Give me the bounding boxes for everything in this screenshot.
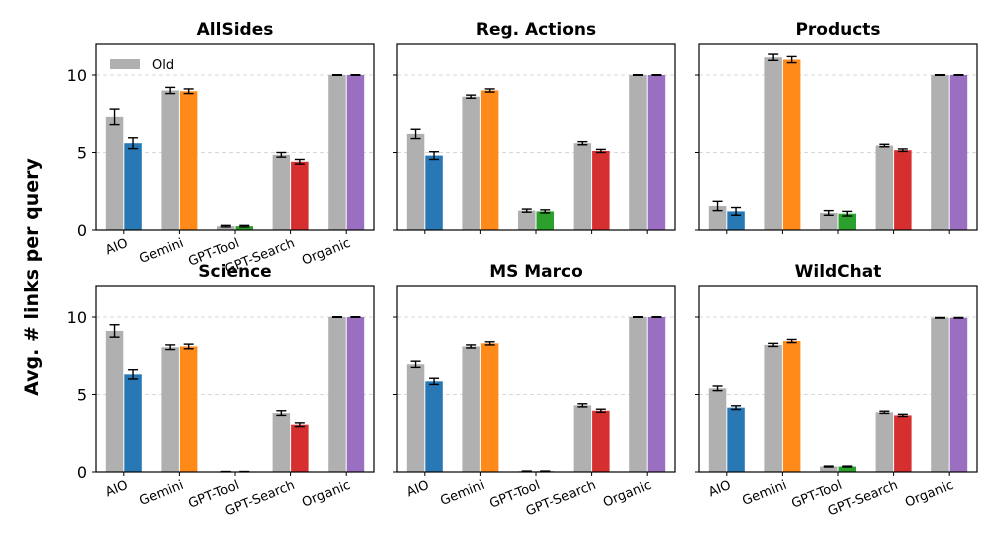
bar-new-gemini [179, 346, 198, 472]
bar-new-gemini [480, 90, 499, 230]
panel-title: AllSides [197, 20, 274, 40]
bar-new-aio [727, 407, 745, 472]
y-tick-label: 10 [67, 308, 87, 327]
bar-new-aio [124, 374, 142, 472]
bar-new-gpt-search [592, 150, 610, 230]
panel-title: MS Marco [489, 262, 583, 282]
bar-new-organic [346, 75, 365, 230]
x-tick-label: Organic [601, 478, 654, 511]
bar-new-aio [124, 143, 142, 230]
bar-old-aio [708, 388, 727, 472]
bar-old-gpt-search [272, 413, 291, 472]
bar-new-organic [647, 317, 666, 472]
bar-new-gemini [480, 343, 499, 472]
panel-title: WildChat [795, 262, 882, 282]
bar-old-organic [931, 317, 949, 472]
y-tick-label: 0 [77, 463, 87, 482]
plot-frame [698, 43, 978, 231]
x-tick-label: Organic [300, 236, 353, 269]
plot-frame [95, 43, 375, 231]
bar-new-gemini [179, 91, 198, 231]
bar-old-aio [708, 205, 727, 230]
bar-old-aio [406, 133, 425, 230]
panel-title: Science [198, 262, 271, 282]
y-tick-label: 5 [77, 386, 87, 405]
bar-new-gpt-search [592, 410, 610, 472]
bar-old-gpt-search [573, 143, 592, 230]
y-tick-label: 5 [77, 144, 87, 163]
bar-new-aio [425, 381, 443, 472]
bar-old-gpt-tool [820, 212, 838, 230]
bar-old-gemini [764, 57, 782, 230]
bar-new-gpt-search [291, 424, 309, 472]
bar-old-organic [328, 317, 346, 472]
y-tick-label: 0 [77, 221, 87, 240]
x-tick-label: Gemini [137, 236, 185, 267]
x-tick-label: Gemini [438, 478, 486, 509]
x-tick-label: AIO [103, 236, 130, 259]
plot-frame [95, 285, 375, 473]
bar-old-gpt-search [875, 145, 894, 230]
x-tick-label: AIO [706, 478, 733, 501]
bar-old-gemini [161, 347, 179, 472]
bar-new-organic [346, 317, 365, 472]
bar-new-organic [647, 75, 666, 230]
bar-old-gpt-tool [820, 466, 838, 472]
bar-old-gpt-tool [518, 210, 536, 230]
y-tick-label: 10 [67, 66, 87, 85]
bar-new-aio [727, 211, 745, 230]
bar-old-gpt-search [875, 412, 894, 472]
panel-reg-actions: Reg. Actions [393, 20, 676, 234]
bar-old-gemini [462, 96, 480, 230]
x-tick-label: AIO [404, 478, 431, 501]
panel-title: Reg. Actions [476, 20, 596, 40]
bar-old-organic [629, 75, 647, 230]
plot-frame [698, 285, 978, 473]
x-tick-label: Organic [903, 478, 956, 511]
x-tick-label: AIO [103, 478, 130, 501]
bar-old-gpt-search [272, 154, 291, 230]
bar-new-gpt-search [894, 150, 912, 230]
bar-new-gemini [782, 341, 801, 472]
panel-title: Products [795, 20, 880, 40]
bar-old-organic [931, 75, 949, 230]
x-tick-label: Gemini [137, 478, 185, 509]
bar-old-aio [406, 364, 425, 472]
bar-old-organic [629, 317, 647, 472]
bar-new-organic [949, 317, 968, 472]
bar-new-gpt-search [894, 415, 912, 472]
x-tick-label: Organic [300, 478, 353, 511]
bar-new-gpt-tool [838, 466, 856, 472]
bar-old-gpt-tool [217, 226, 235, 230]
panel-products: Products [695, 20, 978, 234]
bar-new-aio [425, 155, 443, 230]
bar-new-gpt-search [291, 161, 309, 230]
bar-new-gpt-tool [235, 226, 253, 230]
bar-old-aio [105, 330, 124, 472]
plot-frame [396, 285, 676, 473]
legend-label-old: Old [152, 58, 174, 73]
bar-old-gemini [161, 90, 179, 230]
bar-old-gemini [764, 344, 782, 472]
bar-new-gpt-tool [838, 213, 856, 230]
bar-new-gemini [782, 59, 801, 230]
bar-new-gpt-tool [536, 211, 554, 230]
legend-swatch-old [110, 59, 140, 69]
y-axis-label: Avg. # links per query [21, 158, 43, 396]
bar-old-aio [105, 116, 124, 230]
bar-new-organic [949, 75, 968, 230]
bar-old-gemini [462, 346, 480, 472]
bar-old-organic [328, 75, 346, 230]
x-tick-label: Gemini [740, 478, 788, 509]
bar-old-gpt-search [573, 405, 592, 472]
plot-frame [396, 43, 676, 231]
